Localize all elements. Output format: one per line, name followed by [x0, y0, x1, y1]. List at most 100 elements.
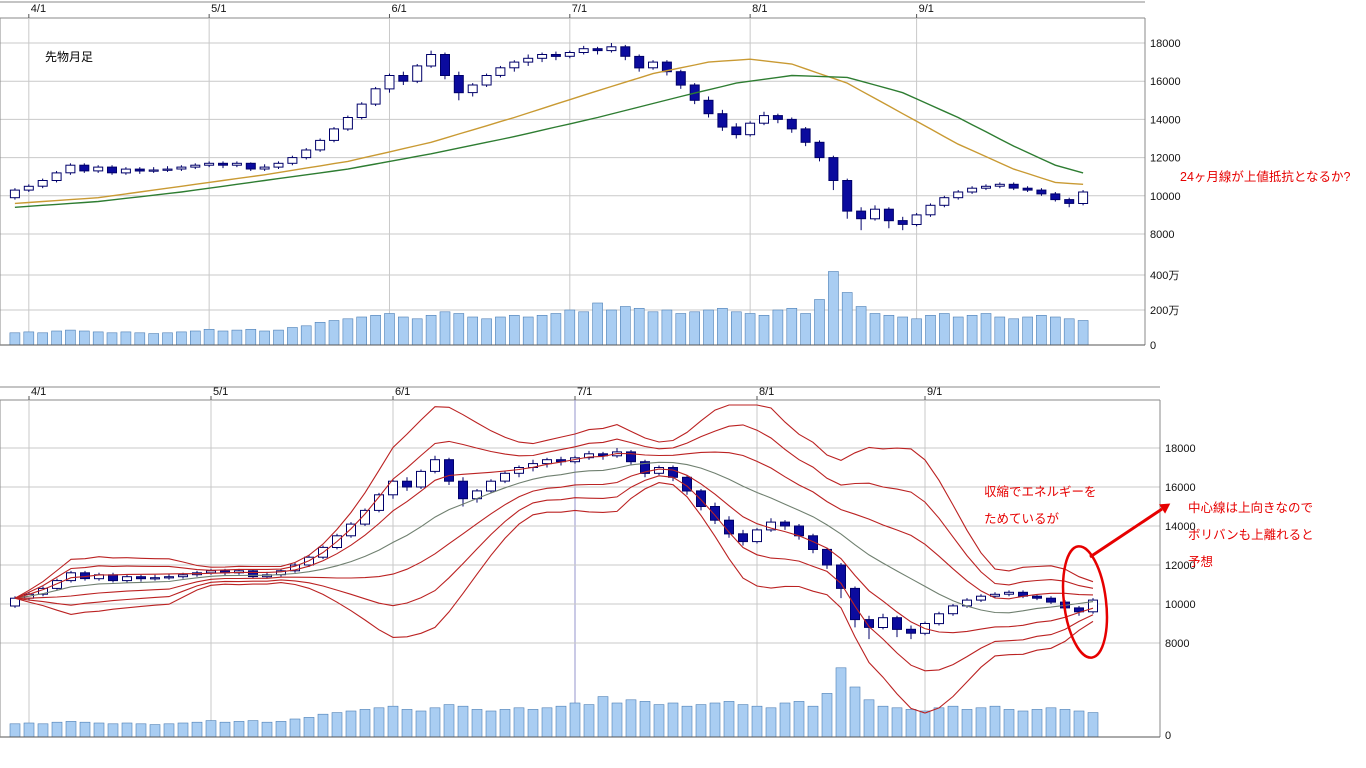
bollinger-upper-band-1 [14, 451, 1094, 600]
candle-up [416, 470, 426, 488]
candle-down [850, 587, 860, 621]
volume-bar [883, 314, 895, 346]
volume-bar [120, 331, 132, 346]
candle-up [426, 54, 437, 67]
volume-bar [744, 313, 756, 346]
y-axis-label: 16000 [1165, 482, 1196, 494]
candle-down [906, 628, 916, 634]
volume-bar [919, 710, 931, 738]
candle-up [481, 75, 492, 86]
candle-up [500, 472, 510, 482]
candle-up [766, 521, 776, 531]
volume-bar [384, 313, 395, 346]
candle-up [537, 54, 548, 59]
volume-bar [79, 330, 90, 346]
volume-bar [79, 721, 91, 738]
volume-bar [793, 701, 805, 738]
volume-bar [219, 721, 231, 738]
annotation-forecast: 中心線は上向きなのでボリバンも上離れると予想 [1188, 501, 1314, 569]
candle-up [93, 166, 104, 172]
candle-down [440, 54, 450, 76]
candle-up [606, 46, 617, 52]
volume-bar [205, 720, 217, 738]
volume-bar [415, 710, 427, 738]
candle-up [925, 204, 936, 216]
volume-bar [485, 710, 497, 738]
chart-background [0, 385, 1366, 768]
volume-bar [975, 707, 987, 738]
volume-bar [261, 721, 273, 738]
candle-down [864, 619, 874, 628]
volume-bar [675, 313, 687, 346]
candle-up [948, 605, 958, 615]
candle-up [430, 459, 440, 472]
volume-bar [592, 302, 603, 346]
bollinger-upper-band-2 [14, 424, 1094, 599]
candle-down [883, 208, 894, 222]
volume-bar [1022, 316, 1033, 346]
x-axis-label: 6/1 [391, 3, 406, 15]
volume-bar [625, 699, 637, 738]
annotation-arrow-head [1159, 503, 1171, 514]
candle-down [1022, 187, 1033, 191]
candle-up [204, 162, 215, 166]
volume-bar [176, 331, 187, 346]
volume-bar [730, 311, 742, 346]
volume-bar [1050, 316, 1061, 346]
candle-up [329, 128, 339, 141]
y-axis-label: 10000 [1150, 191, 1181, 203]
volume-bar [429, 707, 441, 738]
volume-bar [695, 704, 707, 738]
candle-down [808, 535, 818, 551]
volume-bar [863, 699, 875, 738]
volume-bar [275, 721, 287, 738]
y-axis-label: 14000 [1150, 114, 1181, 126]
volume-bar [855, 306, 867, 346]
y-axis-label: 14000 [1165, 521, 1196, 533]
volume-bar [583, 704, 595, 738]
volume-bar [37, 332, 49, 346]
volume-bar [897, 316, 909, 346]
candle-up [514, 467, 524, 474]
volume-axis-label: 400万 [1150, 270, 1179, 282]
volume-bar [527, 709, 539, 738]
volume-bar [1017, 710, 1029, 738]
candle-down [598, 453, 608, 457]
volume-bar [245, 328, 257, 346]
chart-background [0, 0, 1366, 352]
candle-up [23, 185, 34, 191]
volume-bar [980, 313, 992, 346]
volume-bar [800, 313, 811, 346]
candle-up [301, 149, 312, 159]
candle-down [444, 459, 454, 482]
candle-up [584, 453, 594, 459]
candle-up [745, 122, 756, 136]
volume-bar [911, 318, 922, 346]
volume-bar [758, 314, 770, 346]
candle-down [1064, 199, 1075, 204]
candle-down [661, 61, 672, 73]
volume-axis-label: 200万 [1150, 305, 1179, 317]
volume-bar [342, 318, 354, 346]
volume-axis-label: 0 [1165, 730, 1171, 742]
volume-bar [300, 325, 312, 346]
candle-down [822, 548, 832, 566]
candle-up [164, 576, 174, 579]
volume-bar [717, 307, 728, 346]
candle-up [542, 459, 552, 465]
annotation-arrow-shaft [1089, 507, 1163, 559]
volume-bar [555, 705, 567, 738]
candle-up [994, 183, 1005, 187]
candle-down [1050, 193, 1061, 201]
volume-bar [807, 705, 819, 738]
candle-up [976, 595, 986, 601]
x-axis-label: 6/1 [395, 386, 410, 398]
y-axis-label: 16000 [1150, 76, 1181, 88]
volume-bar [828, 271, 839, 346]
volume-bar [457, 705, 469, 738]
candle-up [122, 576, 132, 582]
candle-up [9, 189, 20, 199]
volume-bar [925, 314, 936, 346]
candle-up [51, 172, 62, 181]
volume-bar [93, 722, 105, 738]
